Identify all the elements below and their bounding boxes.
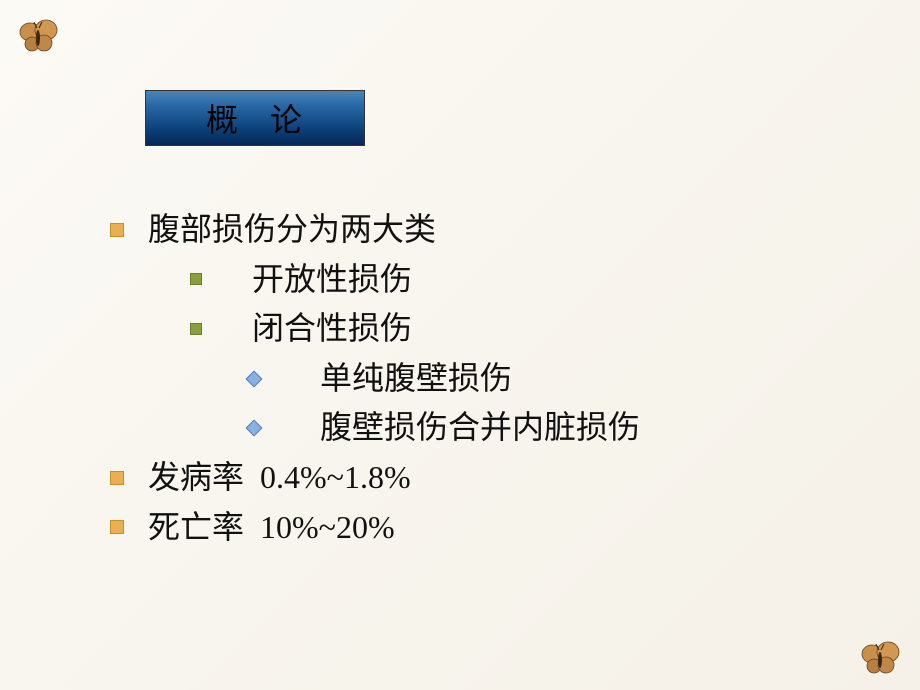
butterfly-decoration-bottom-right xyxy=(860,640,902,678)
list-text: 死亡率 10%~20% xyxy=(148,503,395,553)
list-item: 腹部损伤分为两大类 xyxy=(110,205,640,255)
butterfly-decoration-top-left xyxy=(18,18,60,56)
bullet-orange-icon xyxy=(110,471,124,485)
list-text: 开放性损伤 xyxy=(252,255,412,305)
list-text: 发病率 0.4%~1.8% xyxy=(148,453,411,503)
slide-title-box: 概 论 xyxy=(145,90,365,146)
list-item: 闭合性损伤 xyxy=(110,304,640,354)
list-text: 闭合性损伤 xyxy=(252,304,412,354)
list-text: 腹壁损伤合并内脏损伤 xyxy=(320,403,640,453)
bullet-green-icon xyxy=(190,323,202,335)
bullet-orange-icon xyxy=(110,223,124,237)
bullet-blue-icon xyxy=(246,370,263,387)
list-item: 发病率 0.4%~1.8% xyxy=(110,453,640,503)
list-item: 死亡率 10%~20% xyxy=(110,503,640,553)
list-item: 开放性损伤 xyxy=(110,255,640,305)
list-item: 单纯腹壁损伤 xyxy=(110,354,640,404)
list-text: 腹部损伤分为两大类 xyxy=(148,205,436,255)
list-item: 腹壁损伤合并内脏损伤 xyxy=(110,403,640,453)
slide-content: 腹部损伤分为两大类 开放性损伤 闭合性损伤 单纯腹壁损伤 腹壁损伤合并内脏损伤 … xyxy=(110,205,640,552)
slide-title: 概 论 xyxy=(206,95,314,141)
bullet-green-icon xyxy=(190,273,202,285)
bullet-orange-icon xyxy=(110,520,124,534)
list-text: 单纯腹壁损伤 xyxy=(320,354,512,404)
bullet-blue-icon xyxy=(246,420,263,437)
